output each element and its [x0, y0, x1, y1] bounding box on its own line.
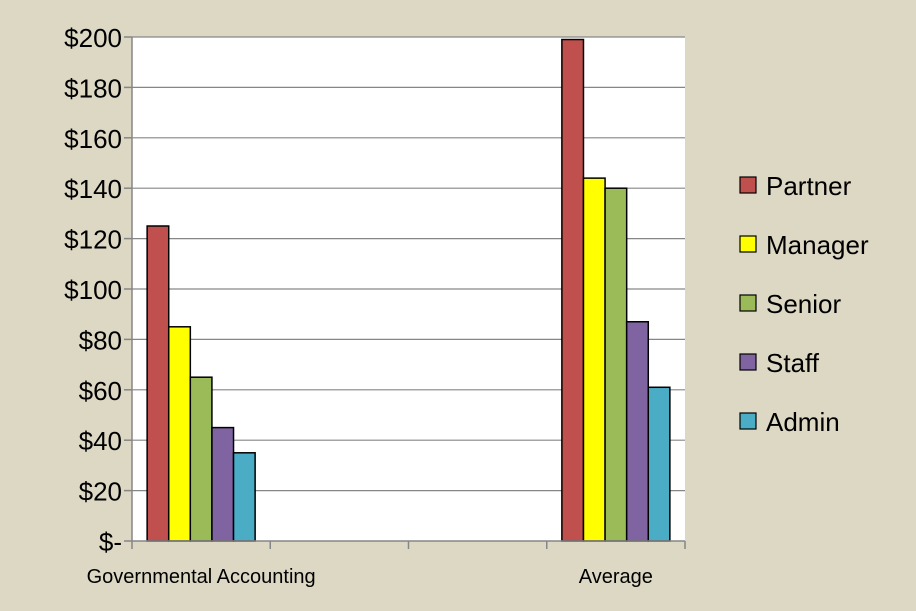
legend-swatch-admin: [739, 412, 757, 430]
bar-senior-average: [604, 187, 628, 542]
y-tick-label: $20: [79, 477, 122, 507]
y-tick-label: $140: [64, 174, 122, 204]
legend-swatch-senior: [739, 294, 757, 312]
legend-label-staff: Staff: [766, 348, 820, 378]
bar-staff-governmental-accounting: [211, 426, 235, 542]
y-tick-label: $120: [64, 225, 122, 255]
legend-swatch-manager: [739, 235, 757, 253]
y-tick-labels: $- $20 $40 $60 $80 $100 $120 $140 $160 $180 $200: [64, 23, 122, 557]
legend-label-manager: Manager: [766, 230, 869, 260]
legend-label-senior: Senior: [766, 289, 841, 319]
y-tick-label: $160: [64, 124, 122, 154]
bar-admin-average: [647, 386, 671, 542]
bar-manager-average: [582, 177, 606, 542]
legend-label-partner: Partner: [766, 171, 852, 201]
bars: [146, 38, 671, 542]
legend-label-admin: Admin: [766, 407, 840, 437]
axes: [124, 36, 686, 549]
y-tick-label: $60: [79, 376, 122, 406]
bar-senior-governmental-accounting: [189, 376, 213, 542]
legend-swatch-staff: [739, 353, 757, 371]
bar-partner-average: [561, 38, 585, 542]
x-tick-label: Average: [579, 566, 653, 588]
legend: Partner Manager Senior Staff Admin: [739, 171, 869, 437]
bar-staff-average: [625, 321, 650, 542]
bar-partner-governmental-accounting: [146, 225, 170, 542]
y-tick-label: $100: [64, 275, 122, 305]
y-tick-label: $200: [64, 23, 122, 53]
y-tick-label: $40: [79, 426, 122, 456]
bar-manager-governmental-accounting: [167, 326, 192, 542]
x-tick-label: Governmental Accounting: [87, 566, 316, 588]
y-tick-label: $180: [64, 73, 122, 103]
legend-swatch-partner: [739, 176, 757, 194]
bar-admin-governmental-accounting: [232, 452, 256, 542]
x-tick-labels: Governmental Accounting Average: [87, 566, 653, 588]
y-tick-label: $-: [99, 527, 122, 557]
y-tick-label: $80: [79, 325, 122, 355]
